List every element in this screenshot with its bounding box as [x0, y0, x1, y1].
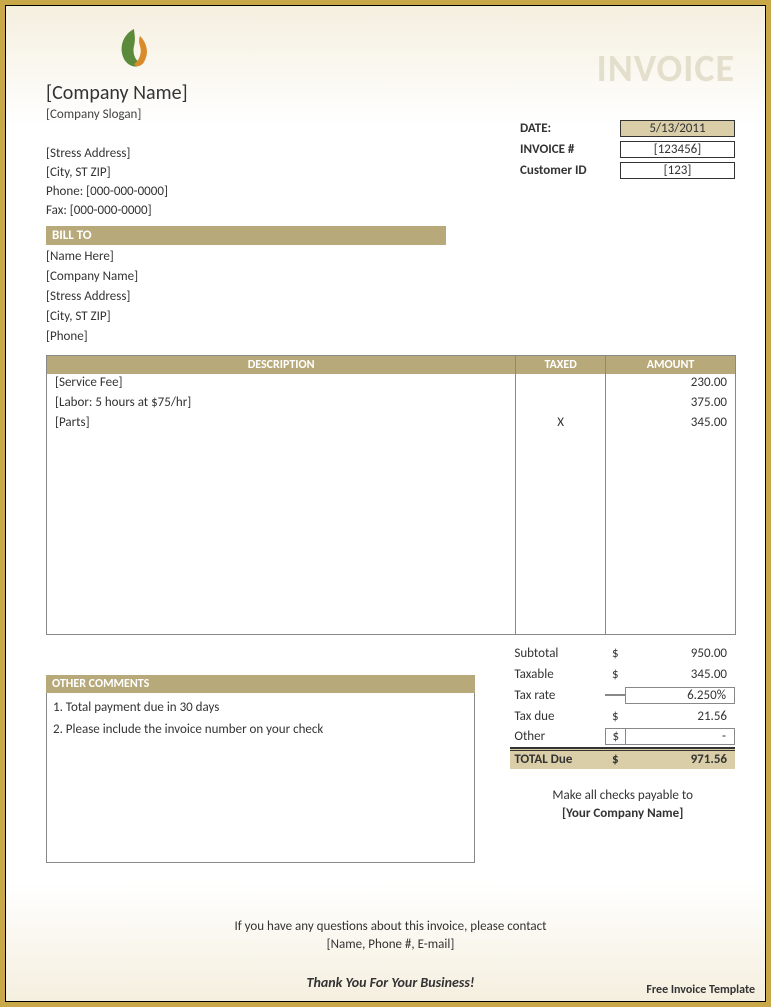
table-row: [Labor: 5 hours at $75/hr] 375.00 — [47, 394, 736, 414]
date-label: DATE: — [520, 121, 620, 136]
comments-section: OTHER COMMENTS 1. Total payment due in 3… — [46, 675, 475, 863]
from-fax: Fax: [000-000-0000] — [46, 201, 735, 220]
taxdue-label: Tax due — [510, 709, 605, 724]
comments-header: OTHER COMMENTS — [46, 675, 475, 693]
table-row — [47, 514, 736, 634]
col-amount: AMOUNT — [606, 356, 736, 375]
table-row — [47, 494, 736, 514]
customer-id-label: Customer ID — [520, 163, 620, 178]
invoice-frame: INVOICE [Company Name] [Company Slogan] … — [0, 0, 771, 1007]
taxable-value: 345.00 — [625, 667, 735, 682]
billto-block: [Name Here] [Company Name] [Stress Addre… — [46, 247, 735, 347]
billto-name: [Name Here] — [46, 247, 735, 267]
billto-address: [Stress Address] — [46, 287, 735, 307]
customer-id-value: [123] — [620, 162, 735, 179]
col-description: DESCRIPTION — [47, 356, 516, 375]
payable-text: Make all checks payable to — [510, 787, 735, 805]
amount-cell: 230.00 — [606, 374, 736, 394]
total-value: 971.56 — [625, 752, 735, 767]
table-row: [Parts] X 345.00 — [47, 414, 736, 434]
currency: $ — [605, 646, 625, 661]
date-value: 5/13/2011 — [620, 120, 735, 137]
billto-company: [Company Name] — [46, 267, 735, 287]
taxdue-value: 21.56 — [625, 709, 735, 724]
comment-line: 1. Total payment due in 30 days — [53, 697, 468, 719]
taxrate-value: 6.250% — [625, 687, 735, 704]
taxable-label: Taxable — [510, 667, 605, 682]
subtotal-value: 950.00 — [625, 646, 735, 661]
billto-city: [City, ST ZIP] — [46, 307, 735, 327]
currency: $ — [605, 709, 625, 724]
company-logo — [106, 24, 164, 78]
comments-body: 1. Total payment due in 30 days 2. Pleas… — [46, 693, 475, 863]
footer-text: Free Invoice Template — [646, 983, 755, 997]
currency: $ — [605, 728, 625, 745]
billto-header: BILL TO — [46, 226, 446, 245]
table-row — [47, 434, 736, 454]
desc-cell: [Labor: 5 hours at $75/hr] — [47, 394, 516, 414]
invoice-title: INVOICE — [597, 46, 735, 92]
total-label: TOTAL Due — [510, 752, 605, 767]
thanks-text: Thank You For Your Business! — [46, 974, 735, 991]
taxed-cell — [516, 374, 606, 394]
subtotal-label: Subtotal — [510, 646, 605, 661]
totals-block: Subtotal $ 950.00 Taxable $ 345.00 Tax r… — [510, 643, 735, 863]
currency: $ — [605, 752, 625, 767]
amount-cell: 345.00 — [606, 414, 736, 434]
desc-cell: [Service Fee] — [47, 374, 516, 394]
billto-phone: [Phone] — [46, 327, 735, 347]
payable-block: Make all checks payable to [Your Company… — [510, 787, 735, 823]
table-row: [Service Fee] 230.00 — [47, 374, 736, 394]
from-phone: Phone: [000-000-0000] — [46, 182, 735, 201]
contact-block: If you have any questions about this inv… — [46, 918, 735, 954]
taxrate-spacer — [605, 694, 625, 696]
invoice-page: INVOICE [Company Name] [Company Slogan] … — [5, 5, 766, 1002]
table-row — [47, 474, 736, 494]
contact-text: If you have any questions about this inv… — [46, 918, 735, 936]
taxrate-label: Tax rate — [510, 688, 605, 703]
col-taxed: TAXED — [516, 356, 606, 375]
payable-name: [Your Company Name] — [510, 805, 735, 823]
contact-info: [Name, Phone #, E-mail] — [46, 936, 735, 954]
taxed-cell: X — [516, 414, 606, 434]
invoice-number-label: INVOICE # — [520, 142, 620, 157]
invoice-meta: DATE: 5/13/2011 INVOICE # [123456] Custo… — [520, 118, 735, 181]
taxed-cell — [516, 394, 606, 414]
other-value: - — [625, 728, 735, 745]
invoice-number-value: [123456] — [620, 141, 735, 158]
currency: $ — [605, 667, 625, 682]
other-label: Other — [510, 729, 605, 744]
amount-cell: 375.00 — [606, 394, 736, 414]
desc-cell: [Parts] — [47, 414, 516, 434]
line-items-table: DESCRIPTION TAXED AMOUNT [Service Fee] 2… — [46, 355, 736, 635]
comment-line: 2. Please include the invoice number on … — [53, 719, 468, 741]
table-row — [47, 454, 736, 474]
